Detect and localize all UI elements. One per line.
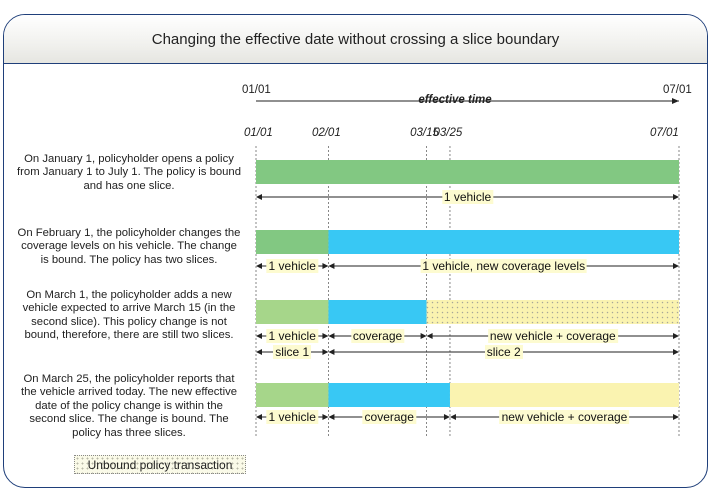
scenario-3-segment-label-1: 1 vehicle <box>266 329 318 343</box>
scenario-1-bar-1 <box>256 160 679 184</box>
scenario-3-description: On March 1, the policyholder adds a new … <box>22 289 236 342</box>
scenario-4-bar-2 <box>328 383 450 407</box>
scenario-3-bar-3-unbound-pattern <box>426 300 679 324</box>
scenario-1-segment-label-1: 1 vehicle <box>441 190 494 204</box>
diagram-title: Changing the effective date without cros… <box>151 31 560 48</box>
diagram-frame: Changing the effective date without cros… <box>3 14 708 488</box>
axis-end-label: 07/01 <box>663 84 692 96</box>
scenario-4-bar-1 <box>256 383 329 407</box>
tick-label-01-01: 01/01 <box>244 127 273 139</box>
scenario-4-segment-label-2: coverage <box>362 410 416 424</box>
scenario-4-bar-3 <box>449 383 679 407</box>
legend-unbound-swatch: Unbound policy transaction <box>74 455 246 474</box>
scenario-3-slice-label-2: slice 2 <box>484 345 523 359</box>
scenario-3-segment-label-2: coverage <box>350 329 405 343</box>
title-bar: Changing the effective date without cros… <box>4 15 707 64</box>
scenario-4-segment-label-1: 1 vehicle <box>266 410 318 424</box>
scenario-2-bar-1 <box>256 230 329 254</box>
tick-label-07-01: 07/01 <box>650 127 679 139</box>
tick-label-02-01: 02/01 <box>311 127 341 139</box>
scenario-3-bar-1 <box>256 300 329 324</box>
axis-start-label: 01/01 <box>242 84 271 96</box>
effective-time-label: effective time <box>418 94 492 106</box>
scenario-2-segment-label-1: 1 vehicle <box>266 259 318 273</box>
scenario-2-bar-2 <box>328 230 679 254</box>
scenario-2-description: On February 1, the policyholder changes … <box>17 227 241 266</box>
scenario-3-slice-label-1: slice 1 <box>273 345 312 359</box>
scenario-2-segment-label-2: 1 vehicle, new coverage levels <box>420 259 588 273</box>
tick-label-03-15: 03/15 <box>410 127 439 139</box>
scenario-3-segment-label-3: new vehicle + coverage <box>487 329 618 343</box>
tick-label-03-25: 03/25 <box>433 127 463 139</box>
scenario-4-description: On March 25, the policyholder reports th… <box>20 373 238 439</box>
scenario-3-bar-2 <box>328 300 427 324</box>
scenario-4-segment-label-3: new vehicle + coverage <box>499 410 630 424</box>
legend-label: Unbound policy transaction <box>87 458 233 472</box>
scenario-1-description: On January 1, policyholder opens a polic… <box>17 153 241 192</box>
